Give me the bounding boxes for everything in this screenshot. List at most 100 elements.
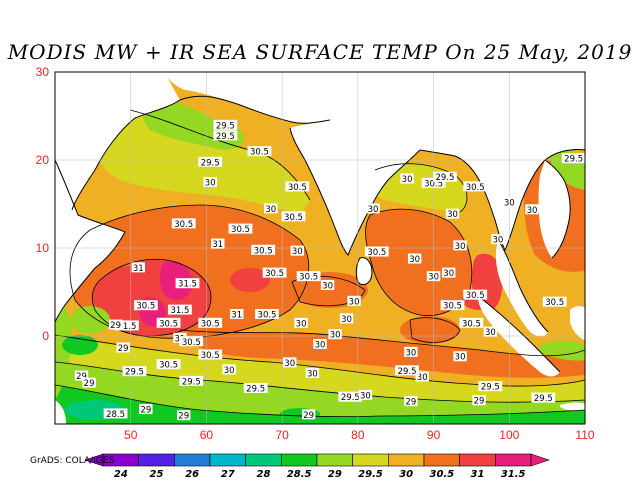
- contour-label-bg: [421, 177, 446, 188]
- contour-label-bg: [285, 181, 310, 192]
- sst-patch: [400, 316, 460, 344]
- coastline-iran: [179, 95, 331, 124]
- page-title: MODIS MW + IR SEA SURFACE TEMP On 25 May…: [7, 40, 633, 64]
- y-tick-label: 30: [36, 65, 50, 79]
- land-java: [560, 402, 585, 411]
- colorbar-label: 24: [114, 469, 128, 480]
- contour-label: 29: [178, 412, 189, 422]
- colorbar-swatch: [352, 453, 389, 467]
- land-india: [290, 72, 420, 255]
- contour-label-bg: [328, 329, 342, 340]
- coastline-arabia: [71, 99, 181, 211]
- x-axis-ticks: 50 60 70 80 90 100 110: [124, 428, 595, 442]
- contour-label: 30: [455, 242, 466, 252]
- contour-label: 29.5: [216, 121, 235, 131]
- colorbar-label: 29.5: [358, 469, 383, 480]
- contour-label: 30.5: [443, 302, 462, 312]
- coastline-africa: [55, 159, 126, 323]
- contour-label: 30: [447, 210, 458, 220]
- contour-label: 30.5: [367, 248, 386, 258]
- contour-label: 29: [84, 379, 95, 389]
- contour-label-bg: [478, 381, 503, 392]
- colorbar-swatch: [459, 453, 496, 467]
- contour-label: 29: [474, 397, 485, 407]
- contour-line: [179, 329, 585, 357]
- contour-label: 30.5: [258, 311, 277, 321]
- contour-label-bg: [472, 395, 486, 406]
- contour-label-bg: [251, 244, 276, 255]
- contour-label: 30.5: [201, 351, 220, 361]
- contour-label-bg: [264, 203, 278, 214]
- contour-label-bg: [459, 317, 484, 328]
- contour-label: 30.5: [159, 361, 178, 371]
- contour-label: 30: [341, 315, 352, 325]
- contour-label: 29: [405, 398, 416, 408]
- contour-label-bg: [364, 246, 389, 257]
- sst-patch: [62, 335, 98, 355]
- contour-label: 30: [349, 297, 360, 307]
- contour-label: 30.5: [466, 291, 485, 301]
- contour-label: 30.5: [424, 179, 443, 189]
- contour-label: 30: [296, 319, 307, 329]
- land-indochina: [538, 160, 571, 258]
- contour-label-bg: [228, 223, 253, 234]
- contour-label: 30.5: [231, 225, 250, 235]
- contour-label-bg: [108, 319, 123, 330]
- colorbar-label: 26: [185, 469, 199, 480]
- contour-label: 30: [455, 353, 466, 363]
- contour-label: 29.5: [341, 393, 360, 403]
- contour-label-bg: [561, 153, 585, 164]
- x-tick-label: 110: [575, 428, 594, 442]
- contour-label-bg: [531, 392, 556, 403]
- sst-patch: [70, 306, 110, 334]
- colorbar-label: 28.5: [287, 469, 312, 480]
- contour-label-bg: [198, 156, 223, 167]
- contour-label: 29.5: [216, 132, 235, 142]
- contour-label: 30: [443, 269, 454, 279]
- contour-label: 30: [315, 340, 326, 350]
- contour-label-bg: [463, 289, 488, 300]
- contour-label-bg: [433, 171, 457, 182]
- contour-label: 30: [417, 373, 428, 383]
- contour-label-bg: [542, 296, 567, 307]
- contour-label: 30.5: [136, 302, 155, 312]
- contour-label: 30.5: [462, 319, 481, 329]
- sst-band-south-yellow: [55, 335, 585, 403]
- contour-line: [91, 258, 212, 337]
- contour-label-bg: [281, 211, 306, 222]
- contour-label: 29.5: [534, 394, 553, 404]
- contour-label-bg: [177, 410, 191, 421]
- contour-label-bg: [453, 351, 467, 362]
- x-tick-label: 80: [351, 428, 365, 442]
- contour-line: [55, 334, 585, 387]
- contour-label: 29.5: [481, 383, 500, 393]
- contour-label-bg: [168, 304, 192, 315]
- contour-label: 30.5: [299, 273, 318, 283]
- contour-label: 30: [284, 359, 295, 369]
- sst-patch: [230, 268, 270, 292]
- contour-label-bg: [230, 309, 244, 319]
- colorbar-label: 31: [471, 469, 485, 480]
- land-africa: [55, 72, 125, 322]
- contour-label-bg: [74, 370, 89, 381]
- contour-label-bg: [179, 375, 204, 386]
- coastline-sumatra: [477, 295, 561, 373]
- contour-label-bg: [243, 382, 268, 393]
- contour-label-bg: [442, 267, 456, 278]
- contour-label-bg: [347, 295, 361, 306]
- contour-label-bg: [175, 278, 200, 289]
- colorbar-label: 27: [221, 469, 235, 480]
- colorbar-swatch: [209, 453, 246, 467]
- colorbar-label: 28: [257, 469, 271, 480]
- y-tick-label: 0: [42, 329, 49, 343]
- contour-label: 30: [409, 255, 420, 265]
- contour-label-bg: [247, 146, 272, 157]
- x-tick-label: 90: [427, 428, 441, 442]
- contour-label: 29.5: [564, 155, 583, 165]
- colorbar-label: 30.5: [429, 469, 454, 480]
- contour-label-bg: [426, 271, 441, 282]
- x-tick-label: 50: [124, 428, 138, 442]
- contour-label: 30: [360, 391, 371, 401]
- contour-label-bg: [313, 338, 327, 349]
